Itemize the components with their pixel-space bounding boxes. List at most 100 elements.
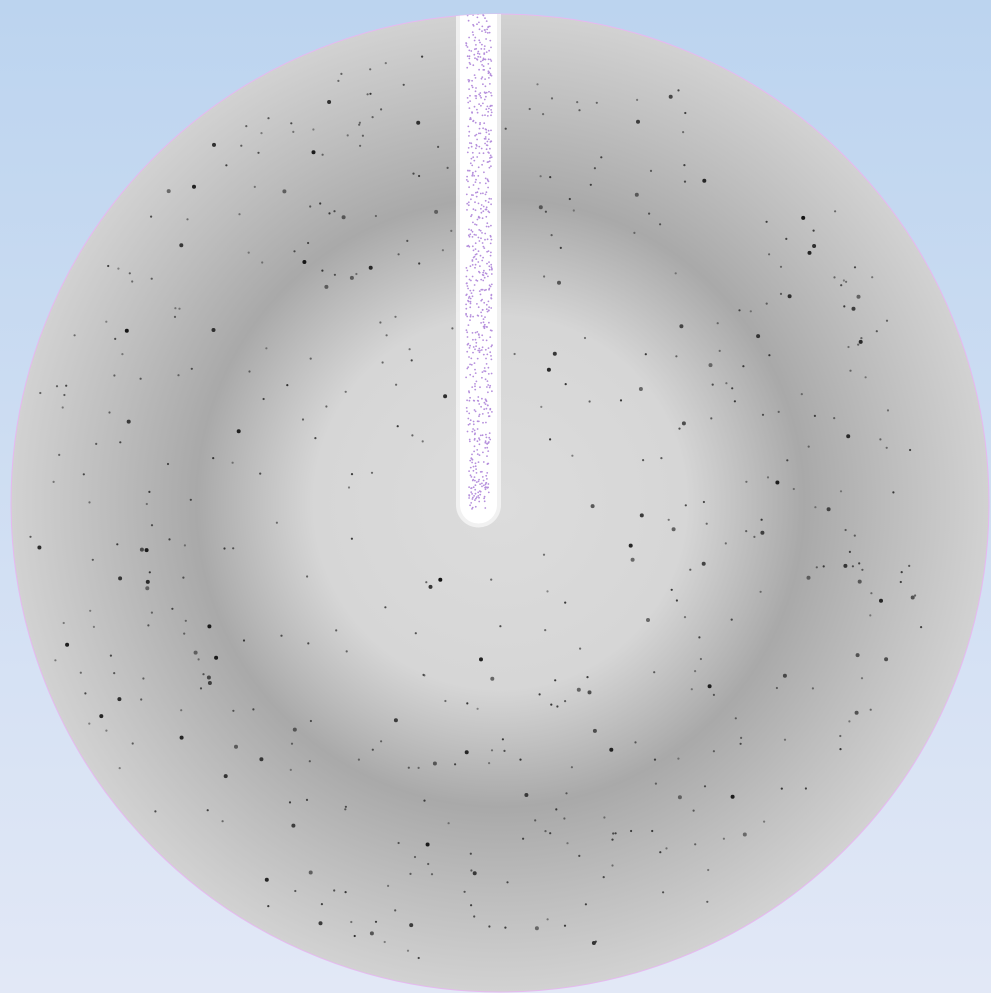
spot [403,84,405,86]
masked-pixel [477,396,479,398]
spot [849,551,851,553]
masked-pixel [486,29,488,31]
spot [423,800,425,802]
spot [342,215,346,219]
masked-pixel [472,236,474,238]
masked-pixel [467,431,469,433]
masked-pixel [491,330,493,332]
spot [108,411,110,413]
beam-stop [456,0,501,528]
masked-pixel [483,408,485,410]
spot [154,810,156,812]
spot [855,711,859,715]
masked-pixel [472,222,474,224]
spot [150,216,152,218]
masked-pixel [476,331,478,333]
spot [845,529,847,531]
spot [183,633,185,635]
masked-pixel [470,502,472,504]
spot [860,337,862,339]
spot [355,273,357,275]
spot [179,243,183,247]
masked-pixel [467,97,469,99]
spot [870,592,872,594]
masked-pixel [474,476,476,478]
spot [180,736,184,740]
spot [232,462,234,464]
spot [636,120,640,124]
masked-pixel [486,437,488,439]
masked-pixel [490,346,492,348]
spot [409,348,411,350]
spot [302,260,306,264]
masked-pixel [478,437,480,439]
spot [442,249,444,251]
masked-pixel [483,274,485,276]
masked-pixel [485,422,487,424]
spot [636,99,638,101]
masked-pixel [472,34,474,36]
spot [886,320,888,322]
masked-pixel [469,439,471,441]
masked-pixel [475,342,477,344]
spot [640,513,644,517]
masked-pixel [481,349,483,351]
spot [544,629,546,631]
spot [611,839,613,841]
masked-pixel [470,265,472,267]
masked-pixel [472,332,474,334]
spot [385,62,387,64]
masked-pixel [477,17,479,19]
spot [375,921,377,923]
masked-pixel [484,138,486,140]
masked-pixel [468,135,470,137]
masked-pixel [489,351,491,353]
masked-pixel [478,421,480,423]
masked-pixel [485,482,487,484]
spot [786,459,788,461]
masked-pixel [481,486,483,488]
masked-pixel [484,277,486,279]
spot [232,710,234,712]
masked-pixel [489,167,491,169]
spot [177,374,179,376]
spot [706,523,708,525]
spot [908,565,910,567]
masked-pixel [473,421,475,423]
masked-pixel [471,111,473,113]
spot [491,749,493,751]
spot [594,167,596,169]
masked-pixel [480,322,482,324]
spot [232,547,234,549]
masked-pixel [486,222,488,224]
spot [886,447,888,449]
masked-pixel [470,142,472,144]
spot [414,856,416,858]
masked-pixel [469,62,471,64]
masked-pixel [470,298,472,300]
spot [88,501,90,503]
spot [549,438,551,440]
spot [506,881,508,883]
spot [309,760,311,762]
spot [37,546,41,550]
spot [710,417,712,419]
masked-pixel [485,136,487,138]
masked-pixel [475,234,477,236]
spot [65,385,67,387]
masked-pixel [484,402,486,404]
masked-pixel [467,344,469,346]
masked-pixel [487,276,489,278]
spot [584,337,586,339]
masked-pixel [482,346,484,348]
masked-pixel [469,460,471,462]
masked-pixel [491,112,493,114]
masked-pixel [484,487,486,489]
masked-pixel [488,301,490,303]
spot [536,83,538,85]
spot [812,687,814,689]
spot [125,329,129,333]
masked-pixel [482,210,484,212]
spot [448,822,450,824]
spot [265,347,267,349]
